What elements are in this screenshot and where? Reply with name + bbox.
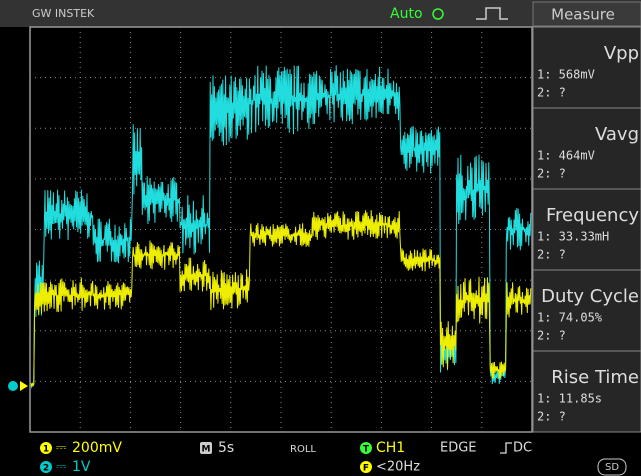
trigger-source: CH1 (376, 440, 405, 456)
measure-ch1: 1: 33.33mH (537, 230, 609, 244)
measure-name: Frequency (546, 205, 639, 226)
measure-ch1: 1: 11.85s (537, 392, 602, 406)
menu-title: Measure (551, 6, 615, 24)
ch2-label: 2 (43, 464, 49, 474)
ch2-ground-marker (8, 381, 18, 391)
timebase-label: M (202, 445, 211, 455)
measure-ch2: 2: ? (537, 329, 566, 343)
acquire-mode: ROLL (290, 444, 316, 455)
trigger-label: T (363, 445, 370, 455)
measure-ch1: 1: 568mV (537, 68, 595, 82)
filter-label: F (363, 464, 369, 474)
measure-name: Duty Cycle (541, 286, 639, 307)
storage: SD (605, 462, 619, 473)
ch2-scale: 1V (72, 459, 91, 475)
measure-name: Vavg (595, 124, 639, 145)
brand: GW INSTEK (32, 7, 95, 20)
measure-ch2: 2: ? (537, 410, 566, 424)
measure-ch2: 2: ? (537, 167, 566, 181)
filter: <20Hz (376, 460, 420, 475)
measure-name: Rise Time (551, 367, 639, 388)
oscilloscope-screen: GW INSTEK Auto Measure Vpp 1: 568mV 2: ? Va… (0, 0, 641, 476)
coupling: DC (513, 441, 532, 456)
trigger-mode: Auto (390, 6, 423, 22)
dc-symbol: ⎓ (56, 441, 66, 456)
trigger-type: EDGE (440, 441, 477, 456)
measure-ch2: 2: ? (537, 86, 566, 100)
measure-ch2: 2: ? (537, 248, 566, 262)
ch1-label: 1 (43, 445, 49, 455)
timebase: 5s (218, 440, 234, 456)
measure-name: Vpp (604, 43, 639, 64)
measure-ch1: 1: 74.05% (537, 311, 603, 325)
ch1-scale: 200mV (72, 440, 122, 456)
measure-ch1: 1: 464mV (537, 149, 595, 163)
dc-symbol: ⎓ (56, 460, 66, 475)
